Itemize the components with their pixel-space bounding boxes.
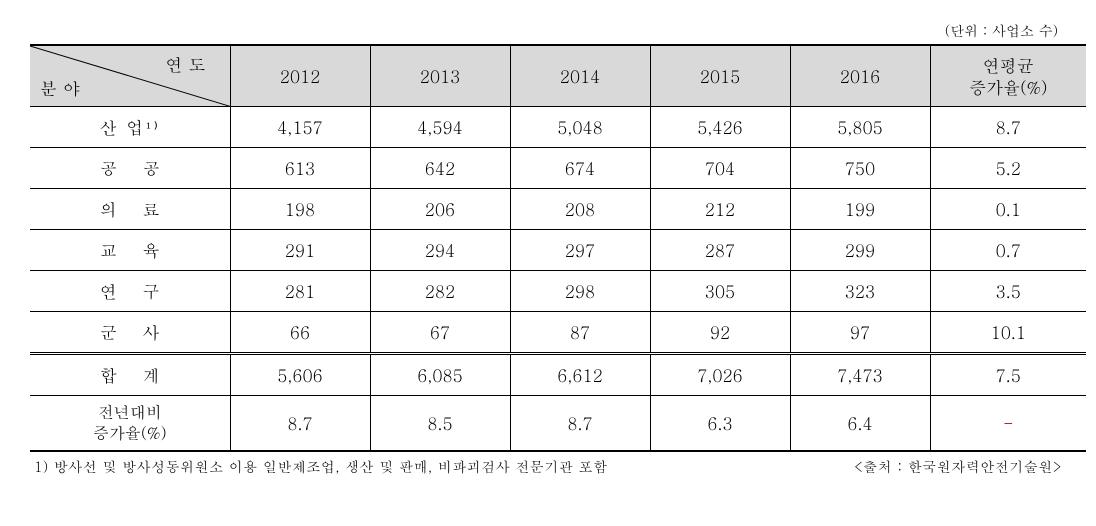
header-2016: 2016 xyxy=(790,45,930,107)
row-label: 군 사 xyxy=(30,312,230,354)
row-medical: 의 료 198 206 208 212 199 0.1 xyxy=(30,189,1086,230)
cell: 198 xyxy=(230,189,370,230)
row-label: 합 계 xyxy=(30,354,230,396)
row-label: 의 료 xyxy=(30,189,230,230)
header-avg-l2: 증가율(%) xyxy=(969,75,1047,99)
row-industry: 산 업¹⁾ 4,157 4,594 5,048 5,426 5,805 8.7 xyxy=(30,107,1086,148)
cell: 297 xyxy=(510,230,650,271)
cell: 6.4 xyxy=(790,396,930,451)
cell: 8.5 xyxy=(370,396,510,451)
row-sum: 합 계 5,606 6,085 6,612 7,026 7,473 7.5 xyxy=(30,354,1086,396)
cell: 704 xyxy=(650,148,790,189)
cell: 6,085 xyxy=(370,354,510,396)
header-2013: 2013 xyxy=(370,45,510,107)
footnote-left: 1) 방사선 및 방사성동위원소 이용 일반제조업, 생산 및 판매, 비파괴검… xyxy=(34,456,608,476)
cell: 674 xyxy=(510,148,650,189)
cell: 8.7 xyxy=(510,396,650,451)
header-2015: 2015 xyxy=(650,45,790,107)
footnote-right: <출처 : 한국원자력안전기술원> xyxy=(854,456,1062,476)
row-research: 연 구 281 282 298 305 323 3.5 xyxy=(30,271,1086,312)
cell: 613 xyxy=(230,148,370,189)
data-table: 연도 분야 2012 2013 2014 2015 2016 연평균 증가율(%… xyxy=(30,44,1086,452)
cell: 66 xyxy=(230,312,370,354)
cell: 5,606 xyxy=(230,354,370,396)
row-label: 공 공 xyxy=(30,148,230,189)
cell-avg: 8.7 xyxy=(930,107,1086,148)
row-label: 교 육 xyxy=(30,230,230,271)
cell: 208 xyxy=(510,189,650,230)
header-row: 연도 분야 2012 2013 2014 2015 2016 연평균 증가율(%… xyxy=(30,45,1086,107)
table-body: 산 업¹⁾ 4,157 4,594 5,048 5,426 5,805 8.7 … xyxy=(30,107,1086,451)
cell: 5,426 xyxy=(650,107,790,148)
yoy-l2: 증가율(%) xyxy=(93,421,167,444)
header-2014: 2014 xyxy=(510,45,650,107)
cell: 4,157 xyxy=(230,107,370,148)
cell-avg: 7.5 xyxy=(930,354,1086,396)
cell: 281 xyxy=(230,271,370,312)
cell: 6,612 xyxy=(510,354,650,396)
cell-avg: 0.7 xyxy=(930,230,1086,271)
cell-avg: 10.1 xyxy=(930,312,1086,354)
header-avg-l1: 연평균 xyxy=(983,53,1034,77)
unit-label: (단위 : 사업소 수) xyxy=(30,20,1066,40)
row-label: 전년대비 증가율(%) xyxy=(30,396,230,451)
row-military: 군 사 66 67 87 92 97 10.1 xyxy=(30,312,1086,354)
cell: 212 xyxy=(650,189,790,230)
header-2012: 2012 xyxy=(230,45,370,107)
cell: 7,473 xyxy=(790,354,930,396)
cell-avg: 3.5 xyxy=(930,271,1086,312)
cell-avg: 5.2 xyxy=(930,148,1086,189)
row-label: 산 업¹⁾ xyxy=(30,107,230,148)
cell: 287 xyxy=(650,230,790,271)
cell: 8.7 xyxy=(230,396,370,451)
cell: 323 xyxy=(790,271,930,312)
row-education: 교 육 291 294 297 287 299 0.7 xyxy=(30,230,1086,271)
cell: 97 xyxy=(790,312,930,354)
header-field-axis: 분야 xyxy=(40,76,86,100)
red-dash: - xyxy=(1003,411,1014,435)
cell-avg: 0.1 xyxy=(930,189,1086,230)
cell: 294 xyxy=(370,230,510,271)
cell: 282 xyxy=(370,271,510,312)
cell: 5,805 xyxy=(790,107,930,148)
cell: 642 xyxy=(370,148,510,189)
cell: 67 xyxy=(370,312,510,354)
cell-avg: - xyxy=(930,396,1086,451)
cell: 291 xyxy=(230,230,370,271)
cell: 305 xyxy=(650,271,790,312)
footnotes: 1) 방사선 및 방사성동위원소 이용 일반제조업, 생산 및 판매, 비파괴검… xyxy=(30,456,1066,476)
cell: 6.3 xyxy=(650,396,790,451)
row-public: 공 공 613 642 674 704 750 5.2 xyxy=(30,148,1086,189)
cell: 92 xyxy=(650,312,790,354)
cell: 299 xyxy=(790,230,930,271)
cell: 5,048 xyxy=(510,107,650,148)
cell: 87 xyxy=(510,312,650,354)
header-year-axis: 연도 xyxy=(166,52,212,76)
row-yoy: 전년대비 증가율(%) 8.7 8.5 8.7 6.3 6.4 - xyxy=(30,396,1086,451)
cell: 199 xyxy=(790,189,930,230)
row-label: 연 구 xyxy=(30,271,230,312)
header-avg-growth: 연평균 증가율(%) xyxy=(930,45,1086,107)
cell: 298 xyxy=(510,271,650,312)
cell: 206 xyxy=(370,189,510,230)
cell: 4,594 xyxy=(370,107,510,148)
yoy-l1: 전년대비 xyxy=(98,400,162,423)
cell: 7,026 xyxy=(650,354,790,396)
cell: 750 xyxy=(790,148,930,189)
diagonal-header-cell: 연도 분야 xyxy=(30,45,230,107)
